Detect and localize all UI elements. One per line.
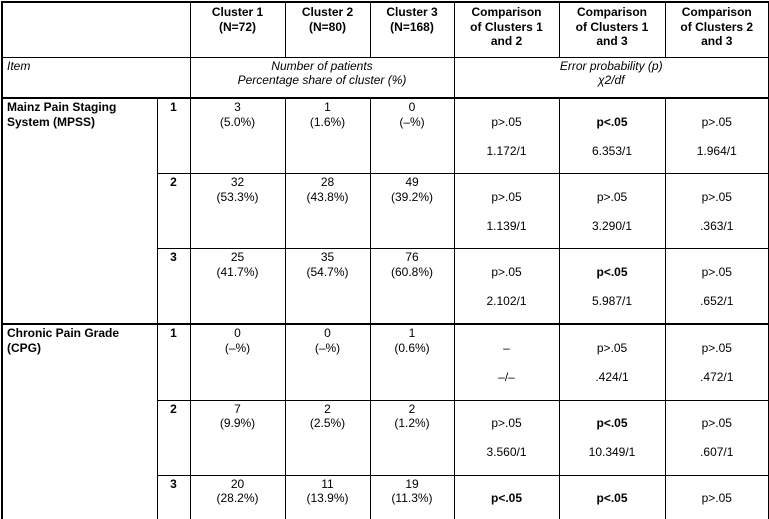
p-value: – [503,341,510,355]
cluster-header-1: Cluster 1 (N=72) [189,1,286,58]
mpss-level-3: 3 [156,248,191,325]
cpg-3-comp12-cell: p<.05 4.628/1 [453,474,560,519]
error-probability-subheader: Error probability (p) χ2/df [453,56,769,99]
corner-blank-cell [1,1,191,58]
mpss-1-comp13-cell: p<.05 6.353/1 [558,97,666,175]
cpg-2-cluster1-cell: 7 (9.9%) [189,399,286,476]
chi2-df-value: 2.102/1 [486,294,527,309]
cpg-grade-3: 3 [156,474,191,519]
p-value: p>.05 [701,491,732,506]
mpss-2-cluster3-cell: 49 (39.2%) [369,173,455,250]
mpss-level-2: 2 [156,173,191,250]
p-value: p<.05 [596,114,628,129]
cpg-row-3: 3 20 (28.2%) 11 (13.9%) 19 (11.3%) p<.05… [2,474,769,519]
cpg-2-comp12-cell: p>.05 3.560/1 [453,399,560,476]
chi2-df-value: 1.139/1 [486,219,527,233]
p-value: p<.05 [596,491,628,506]
cpg-2-comp23-cell: p>.05 .607/1 [664,399,769,476]
cpg-1-comp13-cell: p>.05 .424/1 [558,323,666,401]
p-value: p>.05 [701,264,732,279]
chi2-df-value: –/– [498,370,515,385]
mpss-row-2: 2 32 (53.3%) 28 (43.8%) 49 (39.2%) p>.05… [2,173,769,250]
chi2-df-value: 5.987/1 [591,294,633,309]
cpg-3-comp23-cell: p>.05 .344/1 [664,474,769,519]
p-value: p>.05 [491,264,522,279]
p-value: p>.05 [701,416,732,431]
p-value: p<.05 [596,264,628,279]
cpg-3-comp13-cell: p<.05 10.389/1 [558,474,666,519]
cpg-1-comp12-cell: – –/– [453,323,560,401]
chi2-df-value: 3.290/1 [591,219,633,233]
cpg-section-label: Chronic Pain Grade (CPG) [1,323,158,519]
header-row: Cluster 1 (N=72) Cluster 2 (N=80) Cluste… [1,1,769,58]
mpss-1-cluster1-cell: 3 (5.0%) [189,97,286,175]
cpg-2-cluster3-cell: 2 (1.2%) [369,399,455,476]
cpg-1-cluster3-cell: 1 (0.6%) [369,323,455,401]
p-value: p>.05 [596,341,628,355]
mpss-1-comp23-cell: p>.05 1.964/1 [664,97,769,175]
p-value: p<.05 [490,491,523,506]
cpg-grade-1: 1 [156,323,191,401]
mpss-1-cluster3-cell: 0 (–%) [369,97,455,175]
chi2-df-value: .472/1 [700,370,734,385]
p-value: p>.05 [491,189,522,204]
chi2-df-value: 1.964/1 [696,143,737,158]
chi2-df-value: .363/1 [700,219,734,233]
cpg-1-cluster2-cell: 0 (–%) [284,323,371,401]
mpss-row-1: Mainz Pain Staging System (MPSS) 1 3 (5.… [1,96,769,325]
mpss-1-comp12-cell: p>.05 1.172/1 [453,97,560,175]
cpg-3-cluster2-cell: 11 (13.9%) [284,474,371,519]
chi2-df-value: 1.172/1 [486,143,527,158]
mpss-3-cluster2-cell: 35 (54.7%) [284,248,371,325]
cpg-1-comp23-cell: p>.05 .472/1 [664,323,769,401]
patients-subheader: Number of patients Percentage share of c… [189,56,455,99]
comparison-header-2-3: Comparison of Clusters 2 and 3 [664,1,769,58]
cpg-grade-2: 2 [156,399,191,476]
mpss-2-cluster1-cell: 32 (53.3%) [189,173,286,250]
comparison-header-1-2: Comparison of Clusters 1 and 2 [453,1,560,58]
comparison-header-1-3: Comparison of Clusters 1 and 3 [558,1,666,58]
cluster-header-3: Cluster 3 (N=168) [369,1,455,58]
p-value: p>.05 [701,114,732,129]
p-value: p>.05 [701,341,732,355]
chi2-df-value: .607/1 [700,445,734,460]
p-value: p>.05 [596,189,628,204]
mpss-level-1: 1 [156,97,191,175]
mpss-row-3: 3 25 (41.7%) 35 (54.7%) 76 (60.8%) p>.05… [2,248,769,325]
cpg-2-cluster2-cell: 2 (2.5%) [284,399,371,476]
p-value: p>.05 [491,416,522,431]
cpg-3-cluster3-cell: 19 (11.3%) [369,474,455,519]
p-value: p<.05 [596,416,628,431]
mpss-3-cluster3-cell: 76 (60.8%) [369,248,455,325]
mpss-section-label: Mainz Pain Staging System (MPSS) [1,96,158,325]
mpss-3-comp12-cell: p>.05 2.102/1 [453,248,560,325]
mpss-3-comp13-cell: p<.05 5.987/1 [558,248,666,325]
mpss-3-cluster1-cell: 25 (41.7%) [189,248,286,325]
cpg-3-cluster1-cell: 20 (28.2%) [189,474,286,519]
p-value: p>.05 [491,114,522,129]
p-value: p>.05 [701,189,732,204]
mpss-2-comp23-cell: p>.05 .363/1 [664,173,769,250]
cpg-row-1: Chronic Pain Grade (CPG) 1 0 (–%) 0 (–%)… [1,323,769,519]
chi2-df-value: 10.349/1 [588,445,636,460]
mpss-2-comp12-cell: p>.05 1.139/1 [453,173,560,250]
mpss-1-cluster2-cell: 1 (1.6%) [284,97,371,175]
mpss-2-comp13-cell: p>.05 3.290/1 [558,173,666,250]
mpss-3-comp23-cell: p>.05 .652/1 [664,248,769,325]
mpss-2-cluster2-cell: 28 (43.8%) [284,173,371,250]
cluster-header-2: Cluster 2 (N=80) [284,1,371,58]
cpg-2-comp13-cell: p<.05 10.349/1 [558,399,666,476]
chi2-df-value: 3.560/1 [486,445,527,460]
chi2-df-value: .424/1 [595,370,629,385]
item-label: Item [1,56,191,99]
chi2-df-value: 6.353/1 [591,143,633,158]
cpg-1-cluster1-cell: 0 (–%) [189,323,286,401]
item-subheader-row: Item Number of patients Percentage share… [1,56,769,99]
chi2-df-value: .652/1 [700,294,734,309]
